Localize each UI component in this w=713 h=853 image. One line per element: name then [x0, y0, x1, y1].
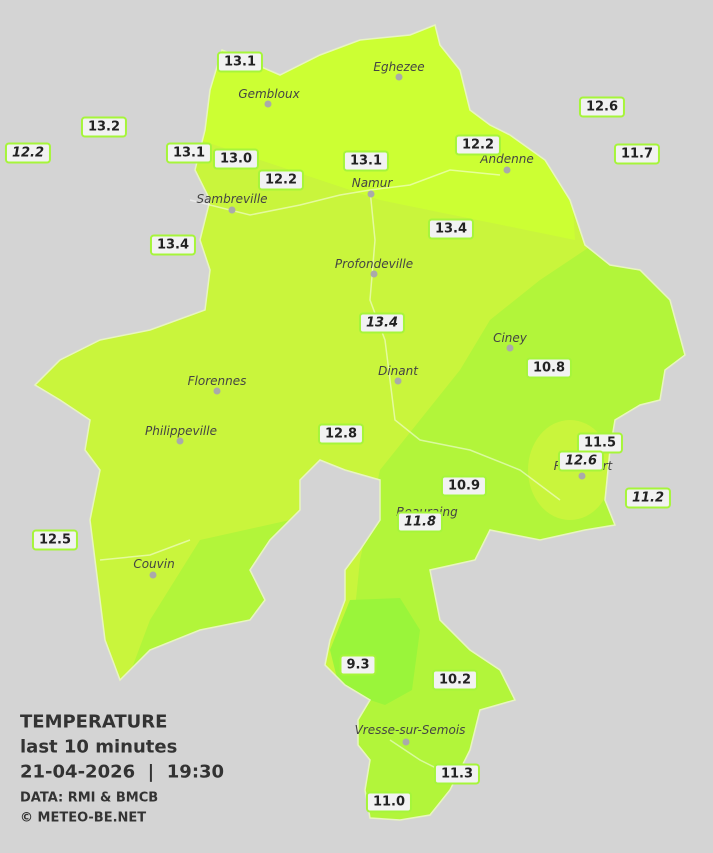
city-name: Dinant	[378, 364, 418, 378]
station-value: 12.8	[317, 423, 365, 445]
city-dot	[228, 206, 236, 214]
station-value: 12.6	[557, 450, 605, 472]
station-value: 12.5	[31, 529, 79, 551]
station-value: 13.1	[342, 150, 390, 172]
station-value: 10.2	[431, 669, 479, 691]
city-name: Vresse-sur-Semois	[354, 723, 466, 737]
city-dot	[367, 190, 375, 198]
city-dot	[402, 738, 410, 746]
station-value: 11.8	[396, 511, 444, 533]
station-value: 12.6	[578, 96, 626, 118]
city-dot	[149, 571, 157, 579]
city-name: Ciney	[493, 331, 527, 345]
station-value: 11.3	[433, 763, 481, 785]
city-dot	[578, 472, 586, 480]
station-value: 10.8	[525, 357, 573, 379]
legend-source: DATA: RMI & BMCB	[20, 790, 159, 806]
station-value: 13.2	[80, 116, 128, 138]
station-value: 12.2	[454, 134, 502, 156]
station-value: 11.2	[624, 487, 672, 509]
legend-title: TEMPERATURE	[20, 711, 168, 733]
city-dot	[395, 73, 403, 81]
station-value: 12.2	[257, 169, 305, 191]
station-value: 11.7	[613, 143, 661, 165]
city-name: Andenne	[480, 152, 534, 166]
city-dot	[213, 387, 221, 395]
city-dot	[370, 270, 378, 278]
city-dot	[264, 100, 272, 108]
city-name: Profondeville	[334, 257, 414, 271]
station-value: 13.1	[165, 142, 213, 164]
station-value: 13.1	[216, 51, 264, 73]
station-value: 13.0	[212, 148, 260, 170]
station-value: 9.3	[339, 654, 377, 676]
legend-copyright: © METEO-BE.NET	[20, 810, 147, 826]
station-value: 12.2	[4, 142, 52, 164]
station-value: 10.9	[440, 475, 488, 497]
city-name: Gembloux	[238, 87, 300, 101]
city-name: Sambreville	[196, 192, 268, 206]
city-dot	[506, 344, 514, 352]
legend-subtitle: last 10 minutes	[20, 736, 178, 758]
city-dot	[394, 377, 402, 385]
city-name: Couvin	[133, 557, 175, 571]
city-name: Namur	[351, 176, 393, 190]
legend-datetime: 21-04-2026 | 19:30	[20, 761, 225, 783]
station-value: 11.0	[365, 791, 413, 813]
station-value: 13.4	[358, 312, 406, 334]
city-name: Eghezee	[373, 60, 425, 74]
rivers	[99, 169, 561, 771]
city-name: Florennes	[187, 374, 247, 388]
station-value: 13.4	[427, 218, 475, 240]
city-dot	[503, 166, 511, 174]
city-dot	[176, 437, 184, 445]
zone-cold	[330, 598, 420, 705]
city-name: Philippeville	[145, 424, 217, 438]
station-value: 13.4	[149, 234, 197, 256]
